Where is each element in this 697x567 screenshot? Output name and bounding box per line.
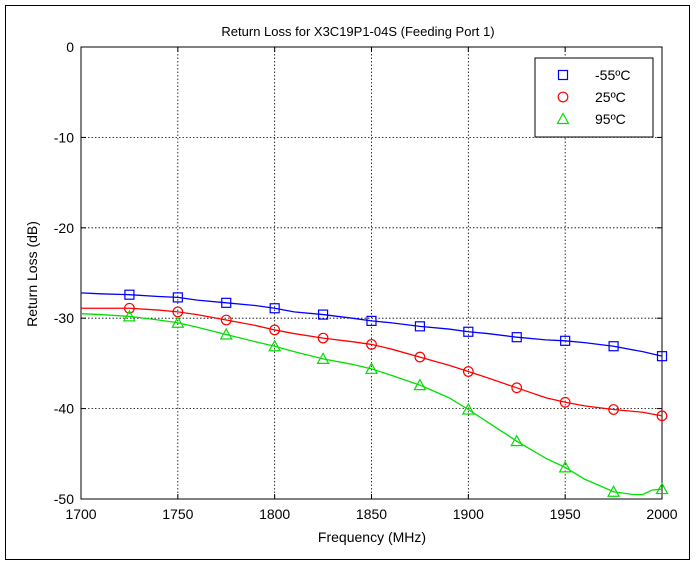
series-line [80, 292, 663, 357]
data-point-triangle [364, 362, 379, 374]
data-point-circle [559, 396, 571, 408]
data-point-square [317, 309, 329, 320]
data-point-circle [462, 366, 474, 377]
x-axis-ticks: 1700 1750 1800 1850 1900 1950 2000 [65, 47, 678, 522]
y-axis-label: Return Loss (dB) [24, 221, 40, 327]
y-tick-label: 0 [66, 39, 74, 55]
chart: Return Loss for X3C19P1-04S (Feeding Por… [24, 24, 678, 545]
data-point-circle [220, 314, 232, 326]
data-point-triangle [510, 434, 524, 447]
data-point-square [124, 289, 135, 300]
data-point-square [656, 351, 668, 362]
data-point-square [172, 292, 183, 303]
y-tick-label: -50 [54, 491, 74, 507]
x-tick-label: 1850 [356, 506, 387, 522]
y-tick-label: -40 [54, 401, 74, 417]
x-tick-label: 1900 [453, 506, 484, 522]
data-point-triangle [461, 402, 475, 415]
x-tick-label: 2000 [646, 506, 677, 522]
legend: -55ºC 25ºC 95ºC [534, 57, 654, 138]
data-point-square [511, 332, 522, 343]
chart-title: Return Loss for X3C19P1-04S (Feeding Por… [221, 24, 494, 39]
data-point-circle [269, 324, 281, 336]
data-point-triangle [219, 327, 233, 340]
data-point-triangle [122, 309, 136, 322]
x-axis-label: Frequency (MHz) [318, 529, 426, 545]
legend-label: -55ºC [595, 67, 630, 83]
data-point-circle [124, 302, 135, 314]
series-2 [81, 302, 668, 422]
data-point-triangle [413, 378, 427, 391]
legend-box [534, 57, 654, 138]
data-point-square [560, 335, 571, 346]
series-line [81, 307, 663, 417]
data-point-square [414, 321, 426, 332]
data-point-square [221, 297, 232, 308]
data-point-triangle [316, 352, 330, 364]
data-point-triangle [268, 339, 282, 352]
data-point-circle [511, 382, 523, 394]
series-layer [80, 289, 669, 497]
data-point-circle [366, 339, 377, 350]
series-line [80, 313, 663, 496]
y-tick-label: -10 [54, 129, 74, 145]
x-tick-label: 1800 [259, 506, 290, 522]
data-point-triangle [655, 482, 669, 495]
data-point-triangle [171, 315, 185, 328]
legend-item: -55ºC [557, 67, 630, 83]
legend-marker-circle [557, 91, 569, 103]
series-1 [80, 289, 668, 362]
legend-item: 95ºC [556, 111, 626, 127]
data-point-square [608, 341, 619, 352]
data-point-square [269, 303, 280, 314]
x-tick-label: 1700 [65, 506, 96, 522]
data-point-circle [317, 332, 329, 344]
data-point-triangle [558, 460, 572, 473]
legend-marker-square [557, 69, 569, 81]
data-point-square [463, 326, 474, 337]
y-tick-label: -30 [54, 310, 74, 326]
figure-frame: Return Loss for X3C19P1-04S (Feeding Por… [5, 5, 690, 560]
y-tick-label: -20 [54, 220, 74, 236]
legend-item: 25ºC [557, 89, 626, 105]
x-tick-label: 1750 [162, 506, 193, 522]
data-point-circle [656, 410, 668, 422]
legend-label: 25ºC [595, 89, 626, 105]
data-point-circle [414, 351, 426, 363]
data-point-triangle [607, 485, 621, 497]
series-3 [80, 309, 669, 497]
legend-label: 95ºC [595, 111, 626, 127]
data-point-square [366, 315, 377, 327]
x-tick-label: 1950 [550, 506, 581, 522]
legend-marker-triangle [556, 112, 570, 125]
data-point-circle [608, 404, 619, 415]
y-axis-ticks: 0 -10 -20 -30 -40 -50 [54, 39, 662, 507]
